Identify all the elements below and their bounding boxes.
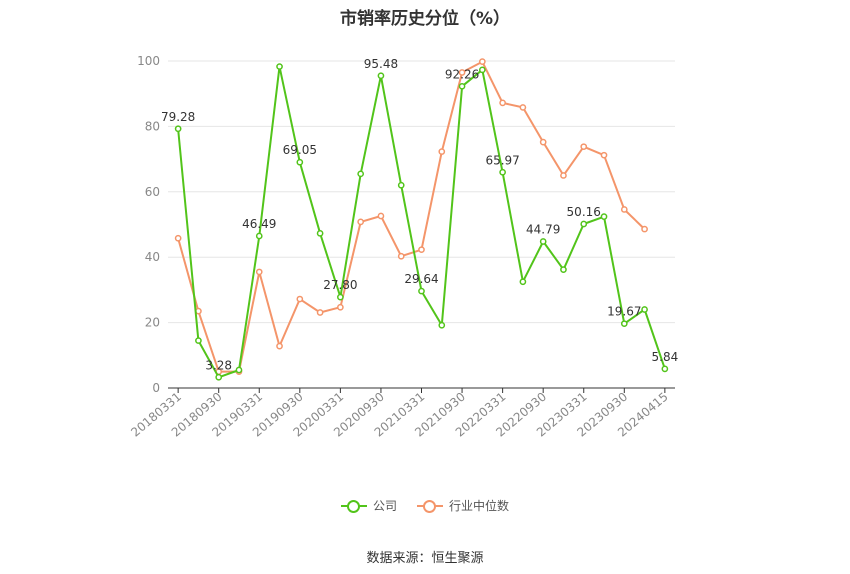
data-point-company <box>276 63 283 70</box>
data-point-industry <box>377 212 385 220</box>
data-point-industry <box>316 309 324 316</box>
data-point-industry <box>174 234 182 242</box>
data-point-company <box>499 168 506 176</box>
data-point-company <box>316 229 324 237</box>
data-point-company <box>458 82 466 90</box>
data-source-note: 数据来源：恒生聚源 <box>366 551 484 566</box>
data-point-company <box>418 287 425 295</box>
data-label-company: 44.79 <box>526 223 560 237</box>
data-label-company: 27.80 <box>323 278 357 292</box>
data-point-industry <box>620 206 628 213</box>
data-point-company <box>377 72 385 80</box>
data-point-industry <box>580 143 588 151</box>
data-point-company <box>235 366 243 374</box>
data-point-industry <box>255 268 263 276</box>
data-point-company <box>195 337 202 344</box>
data-point-company <box>255 232 263 240</box>
y-tick-label: 60 <box>145 185 160 199</box>
data-point-company <box>478 66 486 74</box>
data-point-industry <box>276 342 283 350</box>
data-point-company <box>519 278 527 286</box>
data-point-industry <box>337 303 344 311</box>
y-tick-label: 40 <box>145 250 160 264</box>
data-point-industry <box>600 151 608 159</box>
data-point-industry <box>397 252 405 260</box>
data-point-company <box>296 158 304 166</box>
data-point-company <box>560 266 567 273</box>
data-point-industry <box>519 104 527 111</box>
legend-industry-marker <box>417 499 443 513</box>
series-line-industry <box>177 60 646 373</box>
legend-industry-label: 行业中位数 <box>449 499 510 513</box>
data-label-company: 19.67 <box>607 305 641 319</box>
data-point-industry <box>641 225 648 233</box>
y-tick-label: 0 <box>152 381 160 395</box>
data-label-company: 50.16 <box>567 205 601 219</box>
data-point-company <box>600 213 608 221</box>
data-point-company <box>215 373 223 381</box>
data-point-company <box>539 238 547 245</box>
legend-company-marker <box>340 499 367 513</box>
data-label-company: 46.49 <box>242 217 276 231</box>
y-tick-label: 100 <box>137 54 160 68</box>
chart-legend: 公司 行业中位数 <box>0 497 850 514</box>
data-point-industry <box>357 218 365 226</box>
data-label-company: 92.26 <box>445 67 479 81</box>
data-label-company: 95.48 <box>364 57 398 71</box>
data-point-industry <box>499 99 506 107</box>
y-tick-label: 20 <box>145 316 160 330</box>
data-point-company <box>337 293 344 301</box>
data-label-company: 79.28 <box>161 110 195 124</box>
chart-title: 市销率历史分位（%） <box>339 9 511 29</box>
data-point-company <box>357 170 365 178</box>
data-point-industry <box>418 246 425 254</box>
data-point-industry <box>296 295 304 303</box>
y-tick-label: 80 <box>145 119 160 133</box>
data-point-company <box>174 125 182 133</box>
data-point-industry <box>539 138 547 146</box>
data-point-company <box>397 181 405 189</box>
data-point-company <box>641 306 648 313</box>
data-point-industry <box>458 69 466 76</box>
data-point-company <box>580 220 588 228</box>
data-point-company <box>620 320 628 328</box>
data-label-company: 29.64 <box>404 272 438 286</box>
data-point-industry <box>478 58 486 66</box>
data-label-company: 5.84 <box>652 350 679 364</box>
data-point-company <box>661 365 669 373</box>
data-label-company: 3.28 <box>205 358 232 372</box>
legend-item-company[interactable]: 公司 <box>340 497 397 514</box>
data-point-company <box>438 321 446 329</box>
legend-company-label: 公司 <box>372 499 397 513</box>
data-point-industry <box>438 148 446 155</box>
data-label-company: 69.05 <box>283 143 317 157</box>
data-label-company: 65.97 <box>485 153 519 167</box>
data-point-industry <box>560 172 567 179</box>
legend-item-industry[interactable]: 行业中位数 <box>417 497 509 514</box>
